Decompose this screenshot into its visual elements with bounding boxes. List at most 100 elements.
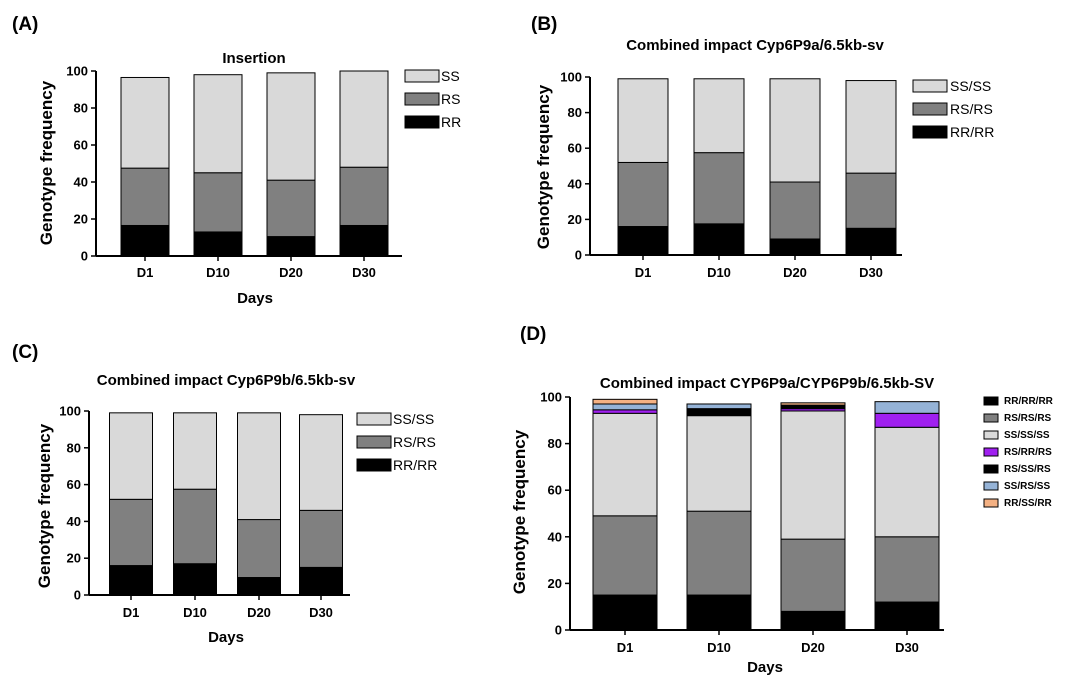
x-tick-label: D1 (123, 605, 140, 620)
legend-label: RS/RS/RS (1004, 413, 1052, 424)
bar-segment-rs-ss-rs-d10 (686, 408, 752, 417)
bar-segment-ss-ss-ss-d30 (874, 426, 940, 538)
bar-segment-rs-rr-rs-d1 (592, 409, 658, 414)
y-tick-label: 60 (67, 477, 81, 492)
legend-label: RS/RS (950, 101, 993, 117)
bar-segment-rs-rr-rs-d30 (874, 412, 940, 428)
bar-segment-ss-ss-ss-d20 (780, 410, 846, 540)
y-tick-label: 60 (548, 483, 562, 498)
x-tick-label: D10 (206, 265, 230, 280)
legend-swatch-rs-rs (356, 435, 392, 449)
bar-segment-ss-ss-d30 (845, 80, 897, 174)
bar-segment-rr-ss-rr-d20 (780, 402, 846, 406)
bar-segment-rs-rs-rs-d30 (874, 536, 940, 603)
panel-label: (D) (520, 324, 546, 345)
y-tick-label: 0 (575, 248, 582, 263)
bar-segment-ss-rs-ss-d30 (874, 401, 940, 414)
y-tick-label: 0 (555, 623, 562, 638)
chart-title: Combined impact Cyp6P9b/6.5kb-sv (97, 372, 356, 389)
bar-segment-rr-rr-rr-d10 (686, 594, 752, 631)
bar-segment-rs-d20 (266, 179, 316, 238)
y-tick-label: 40 (74, 175, 88, 190)
bar-segment-rr-rr-d10 (693, 223, 745, 256)
legend-label: RS/RS (393, 434, 436, 450)
bar-segment-rs-rs-d10 (693, 152, 745, 225)
legend-swatch-rr-rr (356, 458, 392, 472)
bar-segment-ss-d1 (120, 76, 170, 169)
x-axis-label: Days (208, 629, 244, 646)
bar-segment-rs-rs-d20 (237, 519, 281, 579)
bar-segment-rr-rr-d20 (237, 577, 281, 596)
x-tick-label: D30 (895, 640, 919, 655)
legend-swatch-rs (404, 92, 440, 106)
legend-swatch-ss-ss (912, 79, 948, 93)
bar-segment-rs-d30 (339, 166, 389, 226)
y-axis-label: Genotype frequency (35, 423, 54, 588)
legend-label: RR/RR/RR (1004, 396, 1054, 407)
bar-segment-ss-rs-ss-d10 (686, 403, 752, 410)
y-tick-label: 100 (59, 404, 81, 419)
legend-swatch-rr (404, 115, 440, 129)
x-tick-label: D20 (247, 605, 271, 620)
bar-segment-ss-rs-ss-d1 (592, 403, 658, 411)
x-tick-label: D20 (801, 640, 825, 655)
bar-segment-ss-ss-d20 (237, 412, 281, 521)
legend-swatch-rs-ss-rs (983, 464, 999, 474)
x-tick-label: D1 (635, 265, 652, 280)
bar-segment-rs-rs-d1 (617, 161, 669, 228)
y-tick-label: 0 (81, 249, 88, 264)
bar-segment-rr-rr-d1 (109, 565, 153, 596)
bar-segment-rr-d1 (120, 224, 170, 257)
y-tick-label: 60 (568, 141, 582, 156)
legend-swatch-rs-rr-rs (983, 447, 999, 457)
x-axis-label: Days (237, 290, 273, 307)
panel-label: (A) (12, 14, 38, 35)
y-tick-label: 100 (540, 390, 562, 405)
x-axis-label: Days (747, 659, 783, 676)
bar-segment-rs-d10 (193, 172, 243, 233)
legend-swatch-ss-rs-ss (983, 481, 999, 491)
legend-swatch-ss (404, 69, 440, 83)
bar-segment-ss-d30 (339, 70, 389, 168)
bar-segment-rs-rs-rs-d1 (592, 515, 658, 596)
bar-segment-ss-ss-d10 (693, 78, 745, 154)
bar-segment-rs-d1 (120, 167, 170, 226)
bar-segment-ss-d10 (193, 74, 243, 174)
bar-segment-rr-d30 (339, 224, 389, 257)
legend-swatch-rr-ss-rr (983, 498, 999, 508)
panel-label: (C) (12, 342, 38, 363)
x-tick-label: D10 (707, 265, 731, 280)
bar-segment-rs-rs-d10 (173, 488, 217, 565)
x-tick-label: D30 (859, 265, 883, 280)
chart-title: Combined impact Cyp6P9a/6.5kb-sv (626, 37, 884, 54)
legend-label: RR (441, 114, 461, 130)
bar-segment-rr-rr-d30 (845, 227, 897, 256)
legend-label: RR/SS/RR (1004, 498, 1053, 509)
x-tick-label: D20 (783, 265, 807, 280)
x-tick-label: D30 (352, 265, 376, 280)
chart-title: Insertion (222, 50, 285, 67)
legend-label: SS (441, 68, 460, 84)
y-axis-label: Genotype frequency (510, 429, 529, 594)
bar-segment-rr-rr-rr-d20 (780, 610, 846, 631)
legend-label: SS/RS/SS (1004, 481, 1050, 492)
legend-label: RR/RR (393, 457, 437, 473)
legend-label: SS/SS (950, 78, 991, 94)
legend-swatch-rs-rs (912, 102, 948, 116)
y-tick-label: 80 (548, 436, 562, 451)
bar-segment-rr-rr-rr-d30 (874, 601, 940, 631)
legend-label: SS/SS (393, 411, 434, 427)
bar-segment-rr-rr-rr-d1 (592, 594, 658, 631)
y-tick-label: 40 (67, 514, 81, 529)
x-tick-label: D1 (137, 265, 154, 280)
y-tick-label: 80 (568, 105, 582, 120)
bar-segment-ss-ss-d1 (109, 412, 153, 500)
legend-swatch-ss-ss-ss (983, 430, 999, 440)
bar-segment-rr-rr-d10 (173, 563, 217, 596)
legend-label: RS/SS/RS (1004, 464, 1051, 475)
bar-segment-rs-rs-rs-d10 (686, 510, 752, 596)
bar-segment-rs-ss-rs-d20 (780, 404, 846, 410)
x-tick-label: D30 (309, 605, 333, 620)
